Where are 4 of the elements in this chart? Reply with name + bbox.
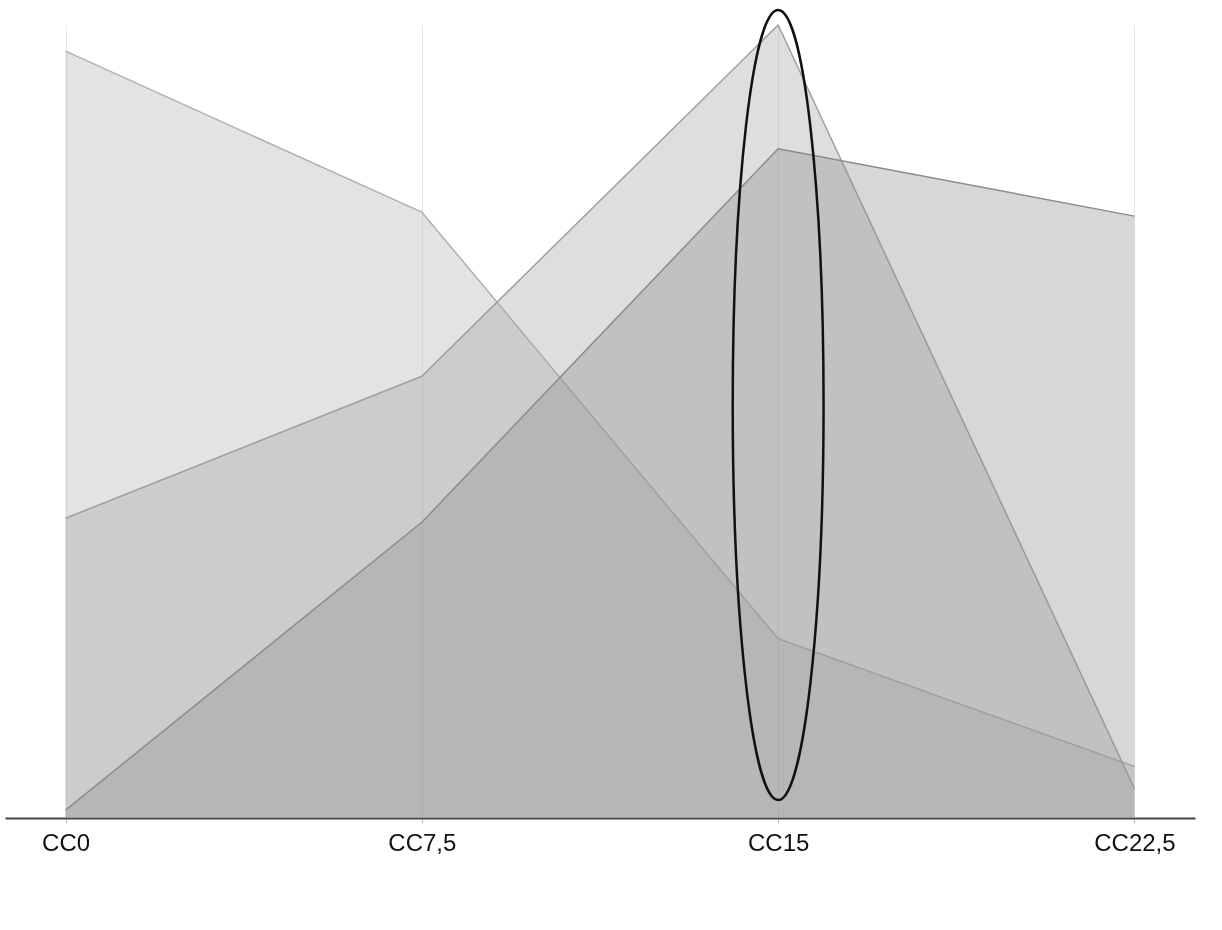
x-tick-label: CC22,5 <box>1094 828 1176 856</box>
x-tick-label: CC7,5 <box>388 828 457 856</box>
x-tick-label: CC0 <box>42 828 91 856</box>
x-tick-label: CC15 <box>747 828 810 856</box>
